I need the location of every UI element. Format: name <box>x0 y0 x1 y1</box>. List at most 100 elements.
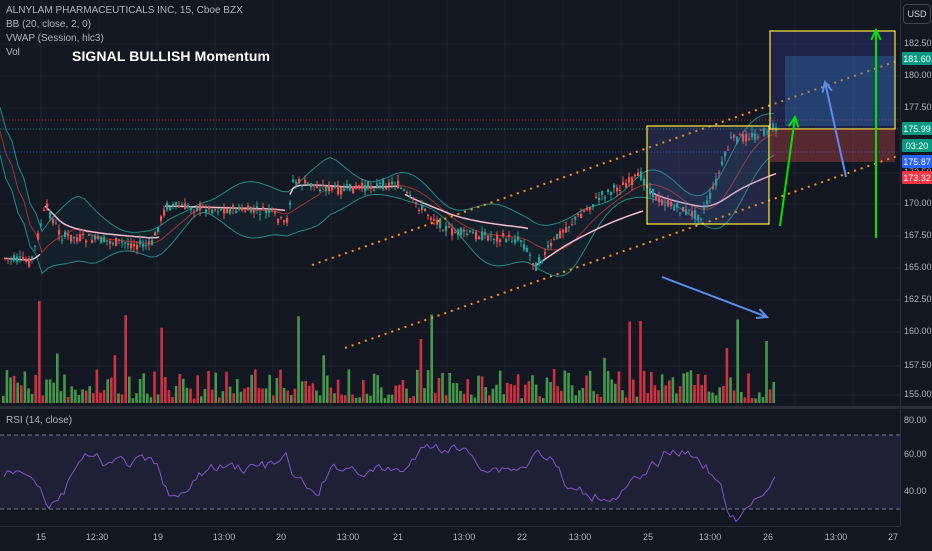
candle-body <box>265 210 268 214</box>
candle-body <box>703 207 706 210</box>
candle-body <box>223 208 226 214</box>
price-tick-label: 160.00 <box>904 326 932 336</box>
volume-bar <box>542 398 545 403</box>
volume-bar <box>81 389 84 403</box>
candle-body <box>193 211 196 213</box>
price-chart-canvas[interactable] <box>0 0 900 406</box>
volume-bar <box>171 397 174 403</box>
candle-body <box>214 209 217 211</box>
candle-body <box>421 205 424 211</box>
vwap-line <box>404 193 529 230</box>
volume-bar <box>358 397 361 403</box>
volume-bar <box>376 375 379 403</box>
price-tick-label: 165.00 <box>904 262 932 272</box>
candle-body <box>436 219 439 225</box>
candle-body <box>16 256 19 262</box>
candle-body <box>37 233 40 240</box>
volume-bar <box>660 374 664 403</box>
candle-body <box>694 210 697 219</box>
volume-bar <box>444 395 448 403</box>
volume-bar <box>88 386 91 403</box>
price-tag[interactable]: 175.87 <box>902 155 932 168</box>
price-tag[interactable]: 173.32 <box>902 171 932 184</box>
arrow-green-small-head <box>788 114 800 128</box>
volume-bar <box>498 370 502 403</box>
currency-badge[interactable]: USD <box>903 4 931 24</box>
candle-body <box>328 184 331 191</box>
candle-body <box>601 191 604 195</box>
volume-bar <box>740 391 743 403</box>
price-axis[interactable] <box>900 0 932 526</box>
candle-body <box>262 206 265 210</box>
candle-body <box>67 233 70 236</box>
candle-body <box>763 128 766 136</box>
price-tag[interactable]: 03:20 <box>902 139 932 152</box>
candle-body <box>103 236 106 243</box>
volume-bar <box>214 372 217 403</box>
volume-bar <box>59 391 63 403</box>
volume-bar <box>41 395 45 403</box>
candle-body <box>34 245 37 247</box>
candle-body <box>604 197 607 199</box>
price-tag[interactable]: 181.60 <box>902 52 932 65</box>
volume-bar <box>92 393 95 403</box>
pane-divider[interactable] <box>0 406 932 409</box>
time-tick-label: 26 <box>762 532 774 542</box>
volume-bar <box>164 377 167 403</box>
volume-bar <box>563 370 567 403</box>
candle-body <box>190 207 193 210</box>
volume-bar <box>729 377 732 403</box>
candle-body <box>766 131 769 133</box>
volume-bar <box>293 388 297 403</box>
candle-body <box>10 258 13 261</box>
candle-body <box>247 205 250 211</box>
candle-body <box>688 209 691 211</box>
candle-body <box>730 136 733 138</box>
volume-bar <box>527 381 531 403</box>
candle-body <box>364 184 367 192</box>
rsi-chart-canvas[interactable] <box>0 409 900 526</box>
volume-bar <box>106 379 109 403</box>
volume-bar <box>624 397 628 403</box>
volume-bar <box>74 389 77 403</box>
volume-bar <box>560 390 563 403</box>
rsi-band-fill <box>0 435 900 509</box>
indicator-legend: ALNYLAM PHARMACEUTICALS INC, 15, Cboe BZ… <box>6 4 243 60</box>
volume-bar <box>110 377 113 403</box>
candle-body <box>589 207 592 211</box>
candle-body <box>559 231 562 238</box>
candle-body <box>337 184 340 195</box>
signal-annotation-text[interactable]: SIGNAL BULLISH Momentum <box>72 48 271 64</box>
candle-body <box>304 180 307 184</box>
volume-bar <box>758 392 761 403</box>
volume-bar <box>718 387 721 403</box>
volume-bar <box>336 379 340 403</box>
price-tag[interactable]: 175.99 <box>902 122 932 135</box>
vwap-legend[interactable]: VWAP (Session, hlc3) <box>6 33 104 44</box>
candle-body <box>91 239 94 243</box>
candle-body <box>592 204 595 207</box>
volume-bar <box>552 369 556 403</box>
candle-body <box>163 209 166 216</box>
candle-body <box>301 185 304 187</box>
volume-bar <box>38 301 41 403</box>
volume-bar <box>77 394 81 403</box>
volume-bar <box>182 378 185 403</box>
volume-bar <box>300 381 304 403</box>
candle-body <box>334 184 337 188</box>
price-chart-pane[interactable] <box>0 0 900 406</box>
symbol-legend[interactable]: ALNYLAM PHARMACEUTICALS INC, 15, Cboe BZ… <box>6 5 243 16</box>
rsi-legend[interactable]: RSI (14, close) <box>6 415 73 426</box>
time-tick-label: 13:00 <box>824 532 848 542</box>
candle-body <box>178 206 181 208</box>
time-axis[interactable] <box>0 526 900 551</box>
candle-body <box>298 179 301 183</box>
rsi-pane[interactable] <box>0 409 900 526</box>
volume-bar <box>581 387 585 403</box>
candle-body <box>427 214 430 216</box>
time-tick-label: 27 <box>887 532 899 542</box>
volume-bar <box>351 394 354 403</box>
volume-legend[interactable]: Vol <box>6 47 20 58</box>
volume-bar <box>520 398 523 403</box>
bb-legend[interactable]: BB (20, close, 2, 0) <box>6 19 92 30</box>
